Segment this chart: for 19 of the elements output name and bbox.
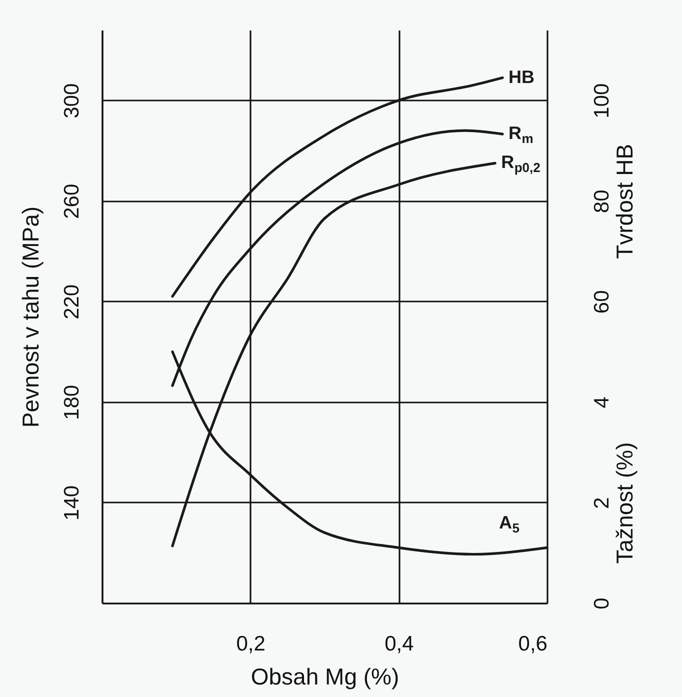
x-tick-label: 0,4 xyxy=(384,632,414,656)
y3-tick-label: 4 xyxy=(590,396,614,408)
x-tick-label: 0,6 xyxy=(518,632,548,656)
x-axis-title: Obsah Mg (%) xyxy=(250,664,400,690)
series-label: HB xyxy=(508,66,534,87)
y2-tick-label: 100 xyxy=(590,83,614,118)
y-tick-label: 260 xyxy=(60,184,84,219)
y3-tick-label: 2 xyxy=(590,497,614,509)
y2-tick-label: 60 xyxy=(590,290,614,314)
y-tick-label: 220 xyxy=(60,284,84,320)
y2-tick-label: 80 xyxy=(590,190,614,214)
y-tick-label: 140 xyxy=(60,485,84,520)
y-axis-title: Pevnost v tahu (MPa) xyxy=(18,206,44,428)
x-tick-label: 0,2 xyxy=(236,632,266,656)
y-tick-label: 180 xyxy=(60,384,84,420)
y3-axis-title: Tažnost (%) xyxy=(612,442,638,564)
y-tick-label: 300 xyxy=(60,83,84,118)
y3-tick-label: 0 xyxy=(590,598,614,610)
y2-axis-title: Tvrdost HB xyxy=(612,144,638,259)
